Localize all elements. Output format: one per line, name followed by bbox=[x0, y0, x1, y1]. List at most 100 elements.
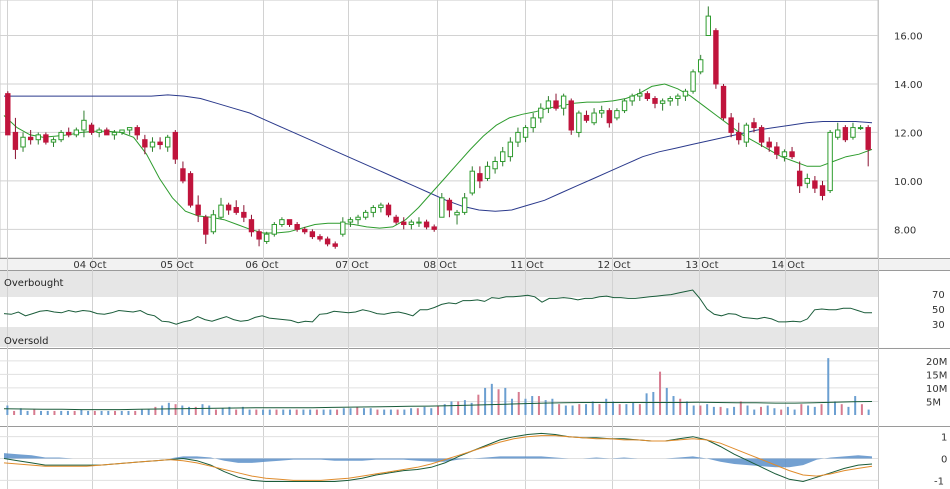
candle bbox=[705, 6, 711, 36]
volume-bar bbox=[19, 408, 22, 415]
candle-body bbox=[111, 131, 118, 136]
candle bbox=[819, 180, 826, 201]
volume-bar bbox=[275, 409, 278, 415]
candle bbox=[256, 229, 262, 247]
volume-bar bbox=[403, 409, 406, 415]
candle-body bbox=[446, 199, 453, 211]
volume-bar bbox=[369, 408, 372, 415]
candle-body bbox=[720, 85, 727, 119]
macd-tick-label: -1 bbox=[934, 476, 944, 487]
candle-body bbox=[370, 207, 376, 213]
candle-body bbox=[850, 127, 856, 138]
volume-bar bbox=[376, 409, 379, 415]
volume-bar bbox=[87, 410, 90, 415]
candle-body bbox=[5, 93, 11, 136]
volume-bar bbox=[396, 409, 399, 415]
volume-bar bbox=[652, 391, 655, 415]
volume-bar bbox=[457, 401, 460, 415]
candle-body bbox=[362, 211, 369, 218]
candle-body bbox=[126, 127, 133, 131]
candle bbox=[720, 83, 727, 121]
candle bbox=[599, 105, 605, 118]
candle-body bbox=[225, 204, 232, 211]
candle bbox=[66, 127, 72, 138]
candle bbox=[195, 195, 201, 223]
candle-body bbox=[12, 131, 19, 150]
candle bbox=[309, 229, 316, 240]
volume-tick-label: 20M bbox=[926, 357, 947, 368]
macd-signal-line bbox=[3, 435, 873, 481]
volume-bar bbox=[537, 396, 540, 415]
candle-body bbox=[165, 136, 171, 148]
candle-body bbox=[568, 100, 574, 131]
candle bbox=[408, 219, 415, 230]
candle-body bbox=[35, 134, 41, 141]
candle bbox=[20, 132, 26, 152]
volume-bar bbox=[53, 410, 56, 415]
candle bbox=[385, 202, 392, 218]
candle bbox=[35, 132, 41, 145]
date-tick-label: 14 Oct bbox=[771, 260, 804, 271]
price-tick-label: 10.00 bbox=[894, 177, 923, 188]
candle-body bbox=[781, 151, 788, 158]
candle bbox=[5, 91, 11, 136]
candle-body bbox=[614, 110, 620, 119]
volume-bar bbox=[780, 409, 783, 415]
moving-average-short bbox=[3, 83, 873, 234]
volume-bar bbox=[672, 396, 675, 415]
candle bbox=[583, 110, 590, 123]
volume-bar bbox=[692, 405, 695, 415]
date-axis: 04 Oct 05 Oct 06 Oct 07 Oct 08 Oct 11 Oct 12 O… bbox=[73, 260, 804, 271]
candle-body bbox=[728, 117, 734, 133]
candle bbox=[111, 130, 118, 140]
volume-bar bbox=[201, 404, 204, 415]
date-tick-label: 08 Oct bbox=[423, 260, 456, 271]
volume-bar bbox=[336, 409, 339, 415]
volume-bar bbox=[564, 405, 567, 415]
candle-body bbox=[560, 95, 567, 109]
candle bbox=[842, 125, 849, 143]
date-tick-label: 12 Oct bbox=[597, 260, 630, 271]
candle bbox=[568, 98, 574, 135]
candle bbox=[332, 241, 338, 249]
candle-body bbox=[758, 127, 765, 143]
candle-body bbox=[271, 224, 277, 235]
candle-body bbox=[279, 219, 285, 225]
candle bbox=[96, 127, 102, 138]
candle-body bbox=[58, 131, 64, 141]
candle-body bbox=[827, 131, 833, 192]
volume-bar bbox=[867, 409, 870, 415]
candle-body bbox=[50, 139, 57, 143]
candle bbox=[271, 222, 277, 237]
volume-bar bbox=[73, 410, 76, 415]
candle bbox=[347, 217, 354, 227]
volume-bar bbox=[302, 409, 305, 415]
volume-bar bbox=[60, 410, 63, 415]
candle-body bbox=[819, 185, 826, 196]
candle bbox=[187, 171, 194, 208]
candle bbox=[73, 127, 80, 138]
candle-body bbox=[682, 90, 689, 97]
date-tick-label: 11 Oct bbox=[510, 260, 543, 271]
candle bbox=[667, 96, 673, 106]
volume-bar bbox=[820, 404, 823, 415]
volume-bar bbox=[383, 409, 386, 415]
candle bbox=[81, 110, 87, 138]
candle-body bbox=[583, 114, 590, 121]
volume-bar bbox=[356, 406, 359, 415]
candle bbox=[827, 130, 833, 193]
macd-lines bbox=[3, 432, 873, 483]
volume-bar bbox=[329, 409, 332, 415]
candle bbox=[126, 127, 133, 135]
volume-bar bbox=[719, 406, 722, 415]
volume-bar bbox=[6, 405, 9, 415]
candle-body bbox=[637, 93, 643, 97]
volume-bar bbox=[288, 409, 291, 415]
price-tick-label: 16.00 bbox=[894, 32, 923, 43]
candle bbox=[675, 93, 681, 106]
candle bbox=[781, 149, 788, 162]
candle-body bbox=[675, 95, 681, 99]
volume-bar bbox=[699, 405, 702, 415]
volume-bar bbox=[685, 401, 688, 415]
candle bbox=[515, 127, 521, 147]
